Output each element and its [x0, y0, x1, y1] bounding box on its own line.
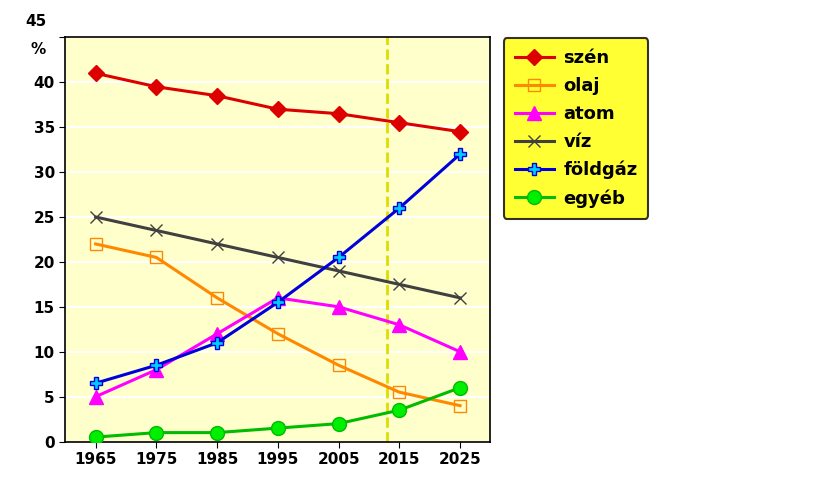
Text: %: % [31, 42, 46, 57]
Text: 45: 45 [25, 13, 46, 28]
Legend: szén, olaj, atom, víz, földgáz, egyéb: szén, olaj, atom, víz, földgáz, egyéb [503, 38, 648, 219]
